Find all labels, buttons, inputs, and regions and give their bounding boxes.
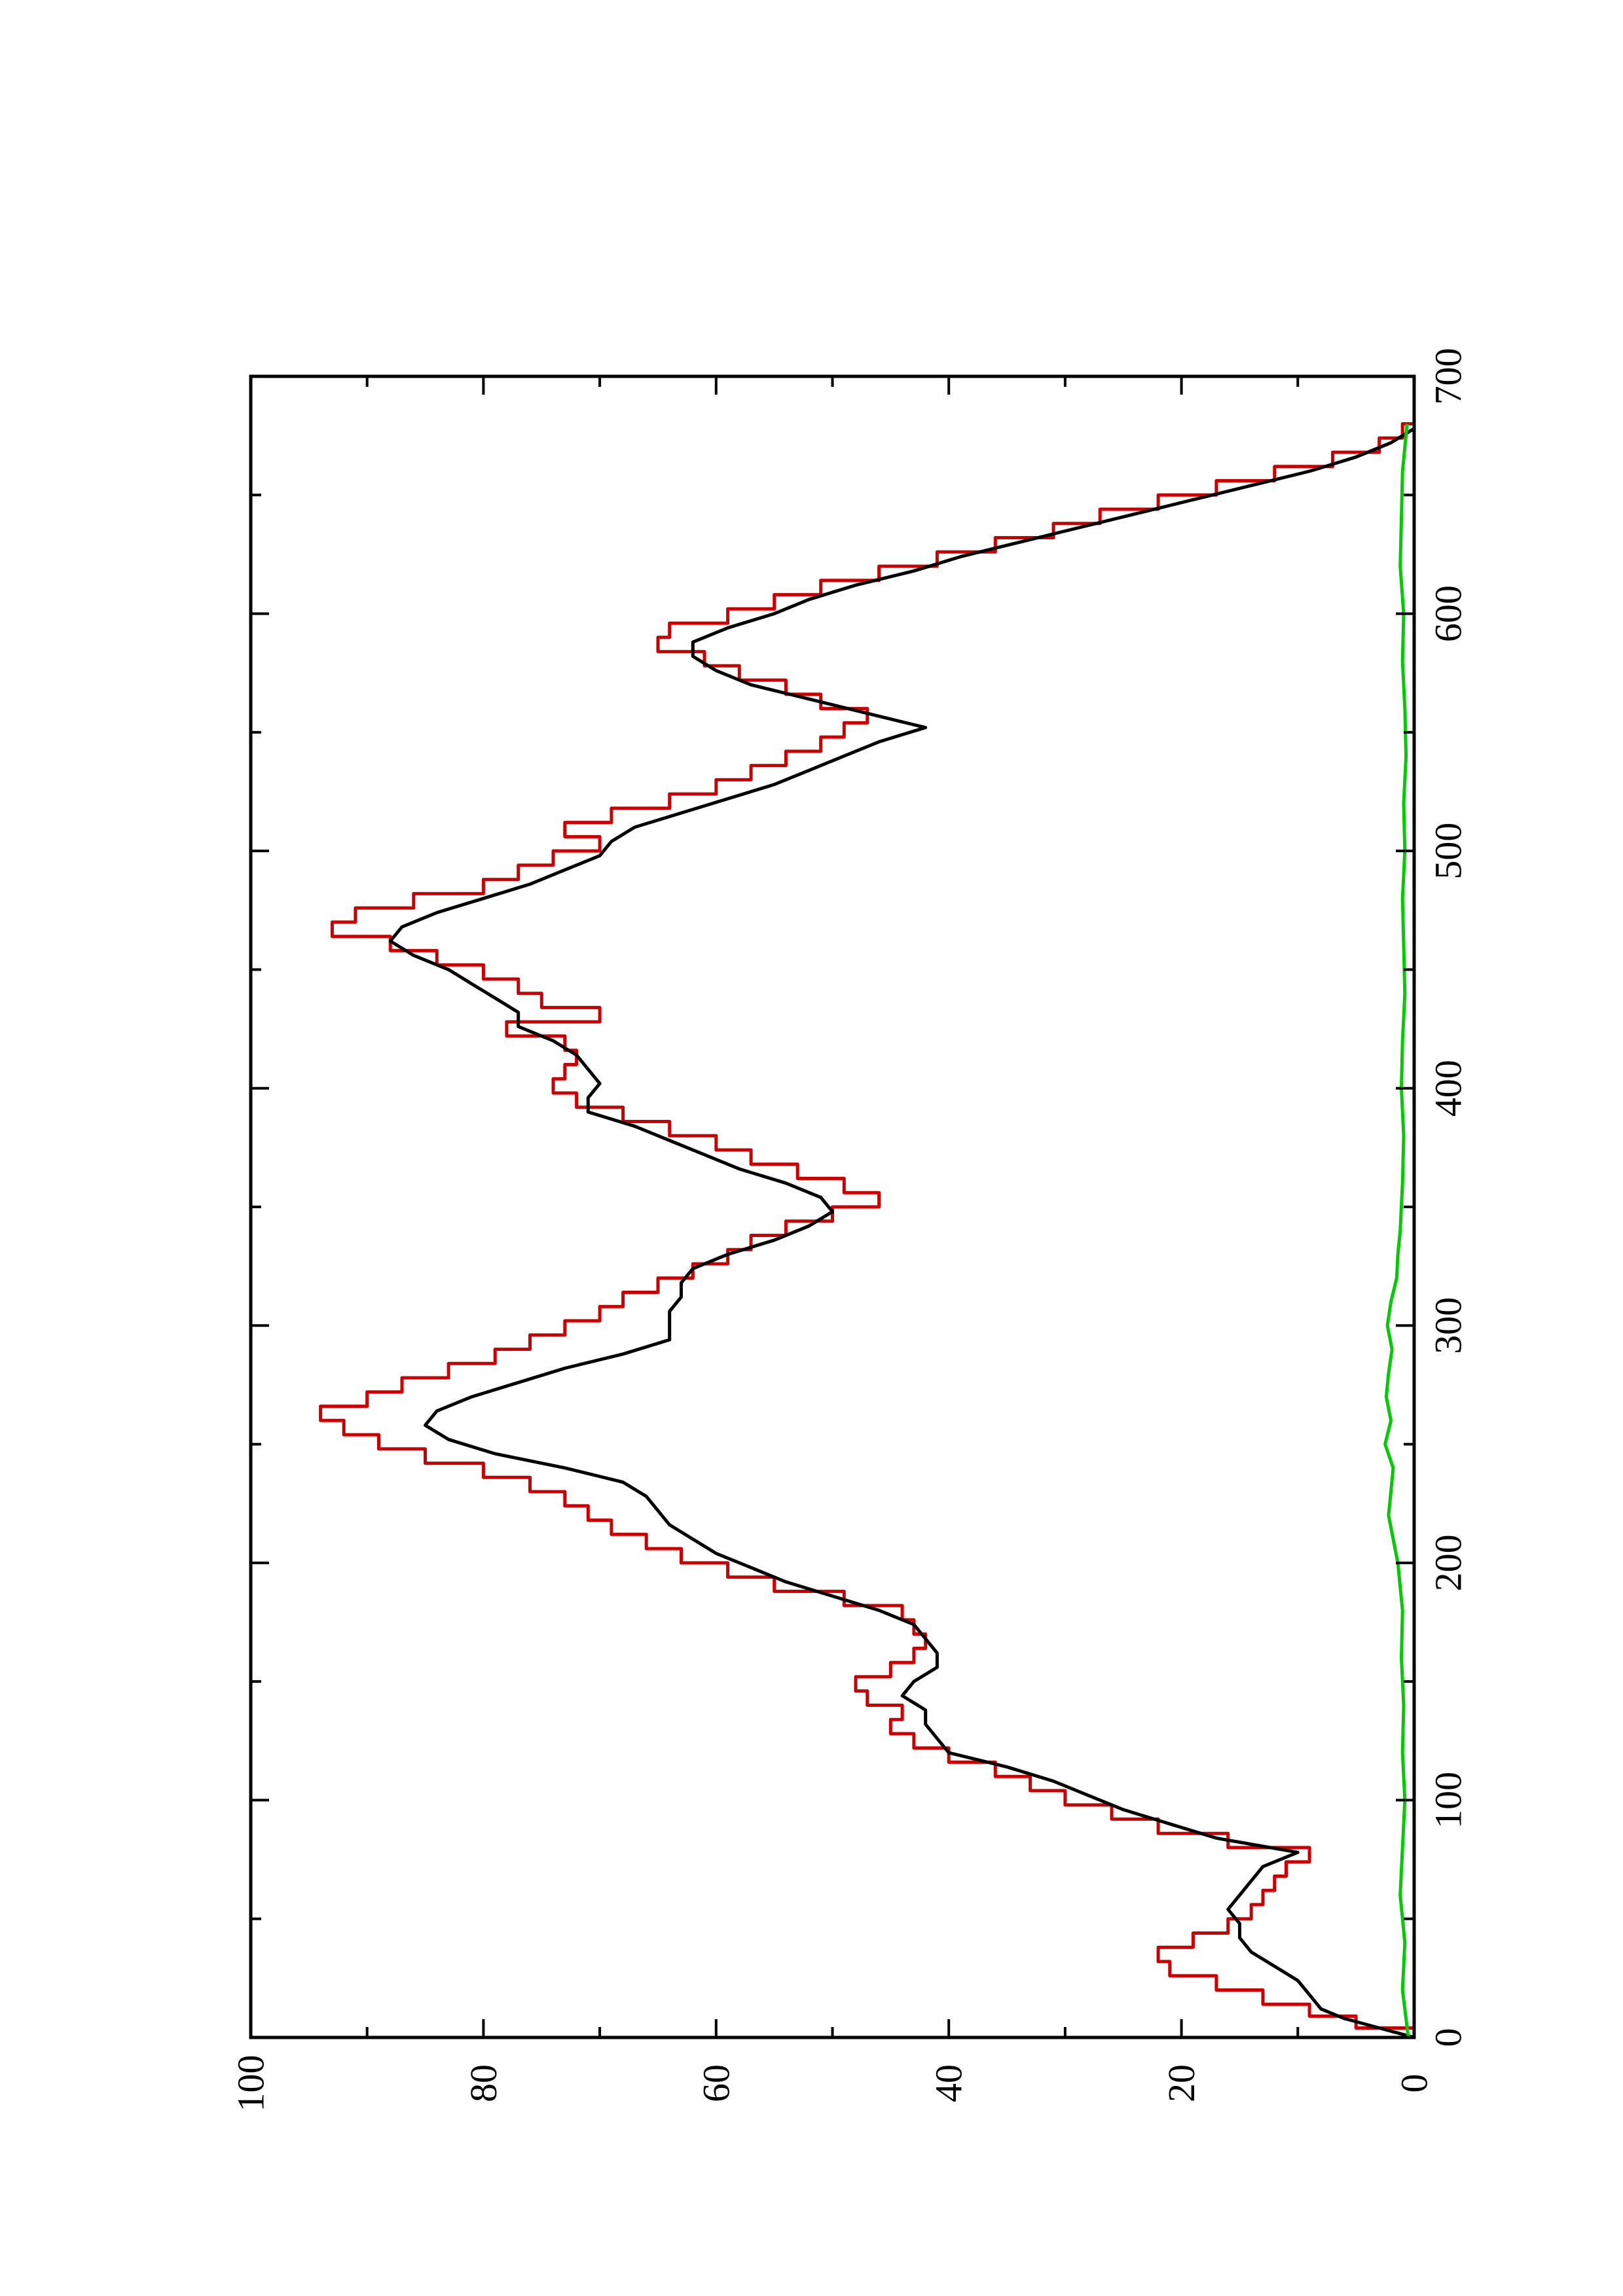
y-tick-label: 0 <box>1393 2074 1436 2093</box>
x-tick-label: 700 <box>1427 348 1470 405</box>
x-tick-label: 100 <box>1427 1772 1470 1829</box>
x-tick-label: 300 <box>1427 1297 1470 1354</box>
y-tick-label: 20 <box>1160 2064 1203 2102</box>
x-tick-label: 200 <box>1427 1534 1470 1591</box>
series-line-3 <box>1383 423 1410 2038</box>
series-layer <box>319 414 1416 2039</box>
y-tick-label: 40 <box>928 2064 970 2102</box>
y-tick-label: 80 <box>462 2064 505 2102</box>
plot-frame <box>249 374 1416 2039</box>
x-tick-label: 600 <box>1427 585 1470 642</box>
series-line-1 <box>319 422 1416 2037</box>
x-tick-label: 400 <box>1427 1060 1470 1117</box>
series-line-2 <box>388 414 1416 2039</box>
x-tick-label: 500 <box>1427 823 1470 880</box>
y-tick-label: 100 <box>230 2055 272 2112</box>
x-tick-label: 0 <box>1427 2028 1470 2047</box>
y-tick-label: 60 <box>695 2064 737 2102</box>
tick-layer: 0 100 200 300 400 500 600 700 0 20 40 60 80 100 <box>230 348 1470 2112</box>
